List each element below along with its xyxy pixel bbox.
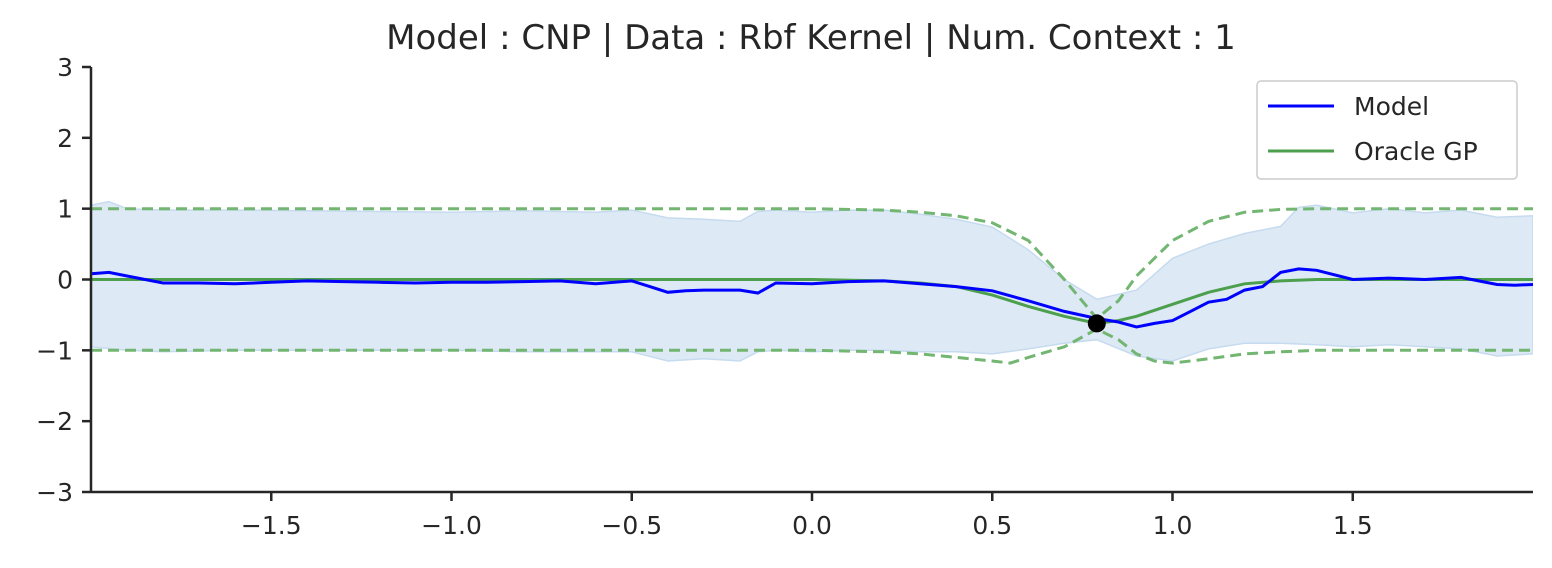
x-tick-label-0: −1.5 <box>241 511 302 540</box>
y-tick-label-2: 1 <box>57 195 73 224</box>
y-tick-label-5: −2 <box>36 407 73 436</box>
x-tick-label-4: 0.5 <box>972 511 1012 540</box>
legend: Model Oracle GP <box>1256 80 1518 180</box>
series-model <box>91 267 1533 329</box>
x-tick-label-3: 0.0 <box>792 511 832 540</box>
y-tick-label-1: 2 <box>57 124 73 153</box>
x-tick-label-2: −0.5 <box>601 511 662 540</box>
context-point-0 <box>1087 314 1106 333</box>
y-tick-label-4: −1 <box>36 336 73 365</box>
chart-title: Model : CNP | Data : Rbf Kernel | Num. C… <box>386 18 1236 58</box>
x-tick-label-6: 1.5 <box>1333 511 1373 540</box>
legend-label-oracle: Oracle GP <box>1354 137 1478 166</box>
x-tick-label-5: 1.0 <box>1153 511 1193 540</box>
x-tick-label-1: −1.0 <box>421 511 482 540</box>
axes: 3 2 1 0 −1 −2 −3 −1.5 −1.0 −0.5 0.0 0.5 1.0 1.5 <box>36 53 1533 540</box>
y-tick-label-6: −3 <box>36 478 73 507</box>
y-tick-label-0: 3 <box>57 53 73 82</box>
legend-label-model: Model <box>1354 92 1429 121</box>
y-tick-label-3: 0 <box>57 266 73 295</box>
plot-area <box>91 200 1533 365</box>
